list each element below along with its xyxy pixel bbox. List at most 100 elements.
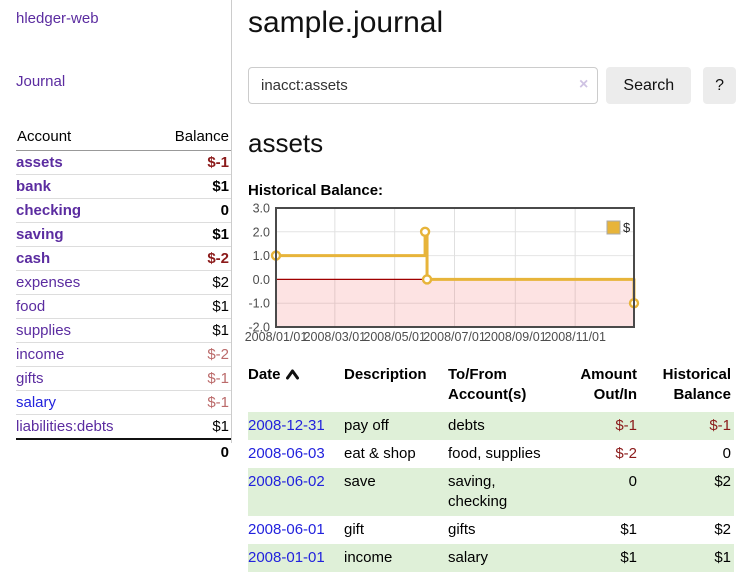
accounts-table: Account Balance assets $-1 bank $1 checking 0… <box>16 124 232 464</box>
account-balance: $-1 <box>151 150 232 175</box>
account-row: saving $1 <box>16 222 232 247</box>
transaction-row: 2008-06-01 gift gifts $1 $2 <box>248 516 734 544</box>
account-link[interactable]: liabilities:debts <box>16 418 114 435</box>
transaction-amount: $1 <box>620 521 637 538</box>
accounts-total-row: 0 <box>16 438 232 464</box>
search-button[interactable]: Search <box>606 67 692 104</box>
search-input[interactable] <box>248 67 599 104</box>
historical-balance-chart: 3.0 2.0 1.0 0.0 -1.0 -2.0 2008/01/01 2008/03/01… <box>245 202 736 346</box>
svg-text:2.0: 2.0 <box>253 225 270 239</box>
transaction-date-link[interactable]: 2008-06-01 <box>248 521 325 538</box>
sidebar-item-journal[interactable]: Journal <box>16 73 66 90</box>
register-col-accounts: To/From Account(s) <box>448 366 527 403</box>
account-balance: 0 <box>151 198 232 223</box>
brand-link[interactable]: hledger-web <box>16 10 99 27</box>
account-balance: $-2 <box>151 342 232 367</box>
clear-search-icon[interactable]: × <box>579 76 589 93</box>
transaction-amount: $-1 <box>615 417 637 434</box>
svg-text:1.0: 1.0 <box>253 249 270 263</box>
transaction-accounts: debts <box>448 417 485 434</box>
sidebar-nav: Journal <box>16 73 232 90</box>
svg-text:2008/07/01: 2008/07/01 <box>423 330 486 344</box>
account-row: salary $-1 <box>16 390 232 415</box>
transaction-date-link[interactable]: 2008-06-03 <box>248 445 325 462</box>
accounts-total-value: 0 <box>151 438 232 464</box>
sidebar: hledger-web Journal Account Balance asse… <box>0 0 232 572</box>
brand: hledger-web <box>16 10 232 27</box>
transaction-date-link[interactable]: 2008-12-31 <box>248 417 325 434</box>
transaction-row: 2008-06-02 save saving, checking 0 $2 <box>248 468 734 516</box>
register-col-description: Description <box>344 366 427 383</box>
account-balance: $1 <box>151 174 232 199</box>
account-row: gifts $-1 <box>16 366 232 391</box>
account-row: checking 0 <box>16 198 232 223</box>
help-button[interactable]: ? <box>703 67 736 104</box>
transaction-row: 2008-06-03 eat & shop food, supplies $-2 0 <box>248 440 734 468</box>
transaction-row: 2008-12-31 pay off debts $-1 $-1 <box>248 412 734 440</box>
account-balance: $2 <box>151 270 232 295</box>
account-row: income $-2 <box>16 342 232 367</box>
account-link[interactable]: income <box>16 346 65 363</box>
accounts-header-row: Account Balance <box>16 124 232 151</box>
account-link[interactable]: saving <box>16 226 64 243</box>
account-row: bank $1 <box>16 174 232 199</box>
account-title: assets <box>248 128 324 158</box>
account-link[interactable]: assets <box>16 154 63 171</box>
transaction-accounts: salary <box>448 549 489 566</box>
account-link[interactable]: supplies <box>16 322 72 339</box>
svg-text:-2.0: -2.0 <box>248 321 270 335</box>
transaction-description: income <box>344 549 393 566</box>
accounts-body: assets $-1 bank $1 checking 0 saving $1 cash $-2 e… <box>16 150 232 464</box>
transaction-date-link[interactable]: 2008-06-02 <box>248 473 325 490</box>
transaction-balance: $-1 <box>709 417 731 434</box>
transaction-description: pay off <box>344 417 389 434</box>
account-balance: $1 <box>151 294 232 319</box>
svg-text:2008/11/01: 2008/11/01 <box>544 330 606 344</box>
account-balance: $-1 <box>151 390 232 415</box>
account-balance: $1 <box>151 222 232 247</box>
transaction-accounts: food, supplies <box>448 445 541 462</box>
account-row: cash $-2 <box>16 246 232 271</box>
transaction-date-link[interactable]: 2008-01-01 <box>248 549 325 566</box>
account-link[interactable]: checking <box>16 202 82 219</box>
transaction-balance: 0 <box>722 445 731 462</box>
accounts-col-account: Account <box>16 124 152 151</box>
account-balance: $1 <box>151 318 232 343</box>
search-bar: × Search ? <box>248 67 736 104</box>
account-row: assets $-1 <box>16 150 232 175</box>
account-row: liabilities:debts $1 <box>16 414 232 440</box>
transaction-accounts: saving, checking <box>448 473 508 510</box>
account-balance: $-2 <box>151 246 232 271</box>
register-col-balance: Historical Balance <box>662 366 731 403</box>
main-content: sample.journal × Search ? assets Histori… <box>232 0 742 572</box>
account-link[interactable]: gifts <box>16 370 44 387</box>
svg-text:3.0: 3.0 <box>253 202 270 216</box>
account-balance: $1 <box>151 414 232 440</box>
transaction-amount: $-2 <box>615 445 637 462</box>
svg-text:0.0: 0.0 <box>253 273 270 287</box>
account-row: food $1 <box>16 294 232 319</box>
svg-text:-1.0: -1.0 <box>248 297 270 311</box>
chart-title: Historical Balance: <box>248 182 384 199</box>
account-link[interactable]: cash <box>16 250 51 267</box>
account-row: supplies $1 <box>16 318 232 343</box>
accounts-col-balance: Balance <box>151 124 232 151</box>
register-col-date[interactable]: Date <box>248 363 344 412</box>
register-header-row: Date Description To/From Account(s) Amou… <box>248 363 734 412</box>
account-link[interactable]: food <box>16 298 46 315</box>
account-link[interactable]: salary <box>16 394 57 411</box>
register-col-amount: Amount Out/In <box>580 366 637 403</box>
transaction-accounts: gifts <box>448 521 476 538</box>
register-table: Date Description To/From Account(s) Amou… <box>248 363 734 572</box>
transaction-amount: 0 <box>628 473 637 490</box>
account-balance: $-1 <box>151 366 232 391</box>
transaction-balance: $2 <box>714 473 731 490</box>
account-link[interactable]: expenses <box>16 274 81 291</box>
account-row: expenses $2 <box>16 270 232 295</box>
svg-text:2008/01/01: 2008/01/01 <box>245 330 308 344</box>
account-link[interactable]: bank <box>16 178 52 195</box>
transaction-description: gift <box>344 521 365 538</box>
transaction-balance: $2 <box>714 521 731 538</box>
transaction-description: save <box>344 473 376 490</box>
svg-text:$: $ <box>623 220 631 235</box>
